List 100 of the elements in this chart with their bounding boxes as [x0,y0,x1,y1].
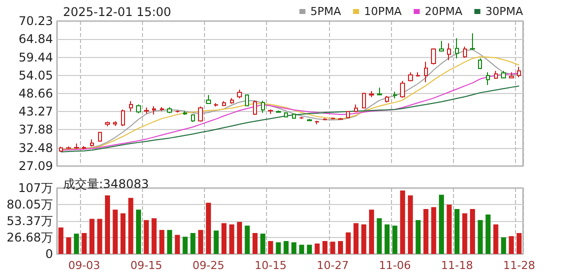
bar [152,218,157,254]
candlestick [253,100,257,116]
y-tick-label: 48.66 [18,86,53,100]
candlestick [74,142,79,150]
x-tick-label: 09-03 [68,259,100,272]
bar [384,224,390,254]
candlestick [152,106,156,116]
x-tick-label: 09-15 [130,259,162,272]
candlestick [59,146,63,152]
candlestick [393,91,397,99]
bar [159,230,164,254]
y-tick-label: 59.44 [18,50,53,64]
bar [276,242,281,254]
y-tick-label: 53.37万 [6,214,53,228]
candlestick [408,72,413,82]
bar [446,204,452,254]
bar [423,208,428,254]
candlestick [346,110,350,119]
candlestick [331,117,335,120]
legend-label: 20PMA [424,5,463,18]
candlestick [261,100,265,114]
candlestick [509,72,514,79]
bar [376,218,382,254]
x-tick-label: 09-25 [192,259,224,272]
bar [361,224,366,254]
candlestick [439,40,444,52]
bar [486,214,491,254]
line-series [60,85,520,152]
bar [508,236,514,254]
bar [408,195,413,254]
bar [416,220,421,254]
candlestick [206,94,211,104]
candlestick [66,146,71,150]
candlestick [494,70,498,80]
candlestick [299,116,304,120]
candlestick [455,38,459,59]
candlestick [416,72,420,78]
candlestick [369,90,374,98]
candlestick [478,58,482,70]
y-tick-label: 64.84 [18,32,53,46]
bar [431,207,436,254]
bar [346,232,351,254]
candlestick [268,109,273,114]
candlestick [129,100,133,112]
candlestick [230,98,234,104]
bar [182,236,188,254]
candlestick [517,66,521,78]
candlestick [98,132,102,142]
x-tick-label: 11-28 [503,259,536,272]
bar [97,218,102,254]
bar [214,230,219,254]
candlestick [338,117,343,120]
candlestick [284,112,288,118]
candlestick [167,106,172,114]
bar [330,242,336,254]
candlestick [486,72,490,86]
x-tick-label: 11-06 [378,259,411,272]
y-tick-label: 27.09 [18,159,53,173]
chart-title: 成交量:348083 [63,177,149,191]
bar [198,230,204,254]
y-tick-label: 37.88 [18,122,53,137]
chart-title: 2025-12-01 15:00 [63,5,172,19]
bar [144,220,149,254]
candlestick [307,118,312,122]
candlestick [90,138,94,147]
candlestick [113,120,117,126]
y-tick-label: 107万 [18,181,53,195]
legend-label: 10PMA [364,5,402,18]
candlestick [377,87,382,96]
candlestick [175,110,180,114]
y-tick-label: 80.05万 [6,198,53,212]
bar [221,223,226,254]
candlestick [191,114,195,122]
y-tick-label: 54.05 [18,68,53,82]
candlestick [323,118,327,121]
bar [462,213,468,254]
bar [438,194,444,254]
bar [74,234,79,254]
candlestick [105,121,110,127]
candlestick [400,80,405,98]
candlestick [198,106,203,122]
bar [244,226,250,254]
bar [369,210,374,254]
candlestick [424,61,428,83]
legend-label: 5PMA [310,5,342,18]
x-tick-label: 11-18 [441,259,473,272]
candlestick [501,70,506,79]
candlestick [431,48,436,65]
bar [260,234,266,254]
bar [454,208,460,254]
candlestick [463,46,467,58]
y-tick-label: 43.27 [18,104,53,119]
candlestick [354,104,358,113]
candlestick [136,104,141,114]
x-tick-label: 10-15 [254,259,287,272]
bar [493,224,498,254]
bar [174,234,180,254]
bar [284,241,289,254]
candlestick [183,110,187,116]
bar [478,220,483,254]
